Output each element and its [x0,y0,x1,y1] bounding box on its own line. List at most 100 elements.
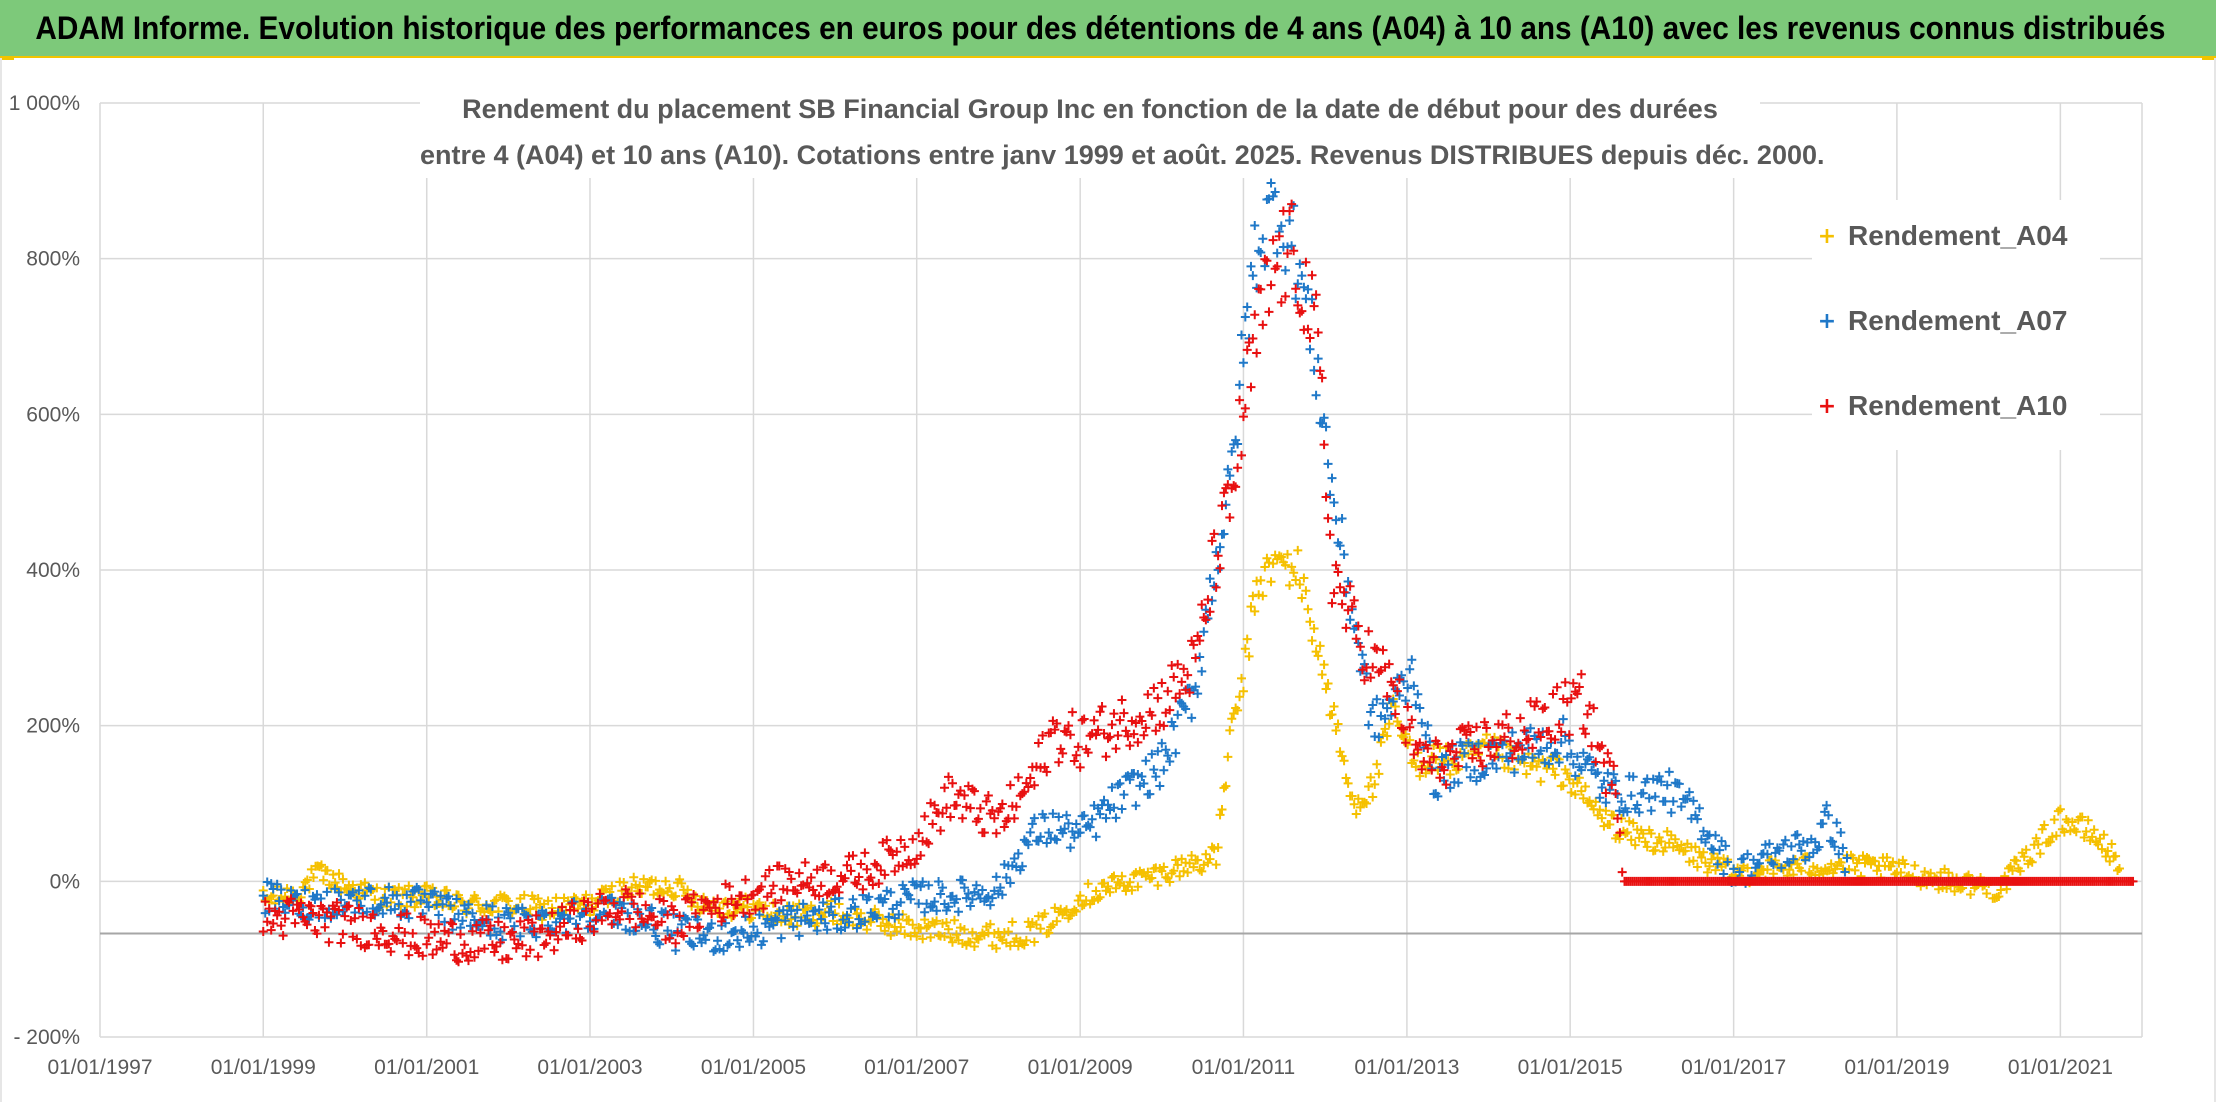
data-point-a10 [1109,709,1119,719]
data-point-a10 [884,844,894,854]
data-point-a07 [683,914,693,924]
data-point-a07 [1091,832,1101,842]
data-point-a07 [1840,867,1850,877]
data-point-a10 [519,922,529,932]
data-point-a10 [973,814,983,824]
data-point-a07 [943,902,953,912]
data-point-a10 [410,941,420,951]
data-point-a10 [412,943,422,953]
data-point-a07 [1307,294,1317,304]
data-point-a04 [904,915,914,925]
data-point-a10 [436,937,446,947]
data-point-a10 [1521,735,1531,745]
data-point-a10 [1025,773,1035,783]
data-point-a04 [1052,916,1062,926]
data-point-a04 [1254,590,1264,600]
data-point-a04 [1792,859,1802,869]
data-point-a07 [1465,772,1475,782]
data-point-a10 [1548,689,1558,699]
data-point-a10 [850,878,860,888]
data-point-a10 [593,898,603,908]
data-point-a07 [422,897,432,907]
data-point-a07 [926,902,936,912]
data-point-a07 [1662,780,1672,790]
data-point-a10 [1315,366,1325,376]
data-point-a04 [1225,725,1235,735]
data-point-a10 [583,897,593,907]
data-point-a10 [1117,695,1127,705]
data-point-a07 [1248,271,1258,281]
data-point-a10 [1309,301,1319,311]
data-point-a10 [1071,750,1081,760]
data-point-a07 [292,889,302,899]
data-point-a10 [1095,707,1105,717]
data-point-a10 [1323,513,1333,523]
data-point-a04 [1215,810,1225,820]
data-point-a07 [902,889,912,899]
y-tick-label: 800% [26,248,80,271]
data-point-a10 [1607,780,1617,790]
data-point-a04 [876,921,886,931]
data-point-a07 [1054,812,1064,822]
data-point-a04 [1680,846,1690,856]
data-point-a04 [1646,828,1656,838]
data-point-a10 [1183,670,1193,680]
data-point-a07 [647,903,657,913]
data-point-a07 [1197,666,1207,676]
data-point-a07 [1488,759,1498,769]
data-point-a07 [1023,840,1033,850]
data-point-a10 [1258,320,1268,330]
data-point-a10 [1331,560,1341,570]
data-point-a07 [1572,752,1582,762]
data-point-a07 [1601,798,1611,808]
data-point-a07 [310,895,320,905]
data-point-a07 [565,914,575,924]
data-point-a07 [332,910,342,920]
x-tick-label: 01/01/2007 [864,1056,969,1079]
data-point-a10 [1113,731,1123,741]
data-point-a10 [856,859,866,869]
data-point-a04 [932,916,942,926]
data-point-a10 [527,918,537,928]
data-point-a07 [1225,471,1235,481]
data-point-a04 [619,877,629,887]
data-point-a10 [1101,752,1111,762]
data-point-a07 [1329,497,1339,507]
data-point-a10 [725,881,735,891]
data-point-a04 [1574,773,1584,783]
data-point-a07 [951,894,961,904]
legend-marker-a07: + [1817,308,1837,334]
data-point-a07 [384,882,394,892]
data-point-a07 [872,913,882,923]
data-point-a07 [1331,515,1341,525]
data-point-a10 [465,947,475,957]
data-point-a07 [997,890,1007,900]
data-point-a07 [1711,830,1721,840]
data-point-a10 [866,873,876,883]
data-point-a07 [1836,827,1846,837]
data-point-a10 [812,865,822,875]
data-point-a10 [1550,735,1560,745]
x-tick-label: 01/01/2015 [1518,1056,1623,1079]
data-point-a10 [418,951,428,961]
legend-item-a07: + Rendement_A07 [1812,301,2068,341]
data-point-a04 [1628,818,1638,828]
data-point-a10 [1137,716,1147,726]
data-point-a10 [758,904,768,914]
data-point-a04 [943,924,953,934]
data-point-a07 [1415,703,1425,713]
data-point-a10 [1083,748,1093,758]
data-point-a07 [274,896,284,906]
data-point-a04 [1578,793,1588,803]
data-point-a10 [1597,741,1607,751]
data-point-a10 [1613,814,1623,824]
data-point-a10 [1589,703,1599,713]
data-point-a10 [969,786,979,796]
data-point-a10 [1459,725,1469,735]
data-point-a04 [926,932,936,942]
data-point-a07 [1199,627,1209,637]
data-point-a04 [1317,670,1327,680]
data-point-a10 [707,909,717,919]
data-point-a04 [1189,862,1199,872]
data-point-a10 [916,851,926,861]
